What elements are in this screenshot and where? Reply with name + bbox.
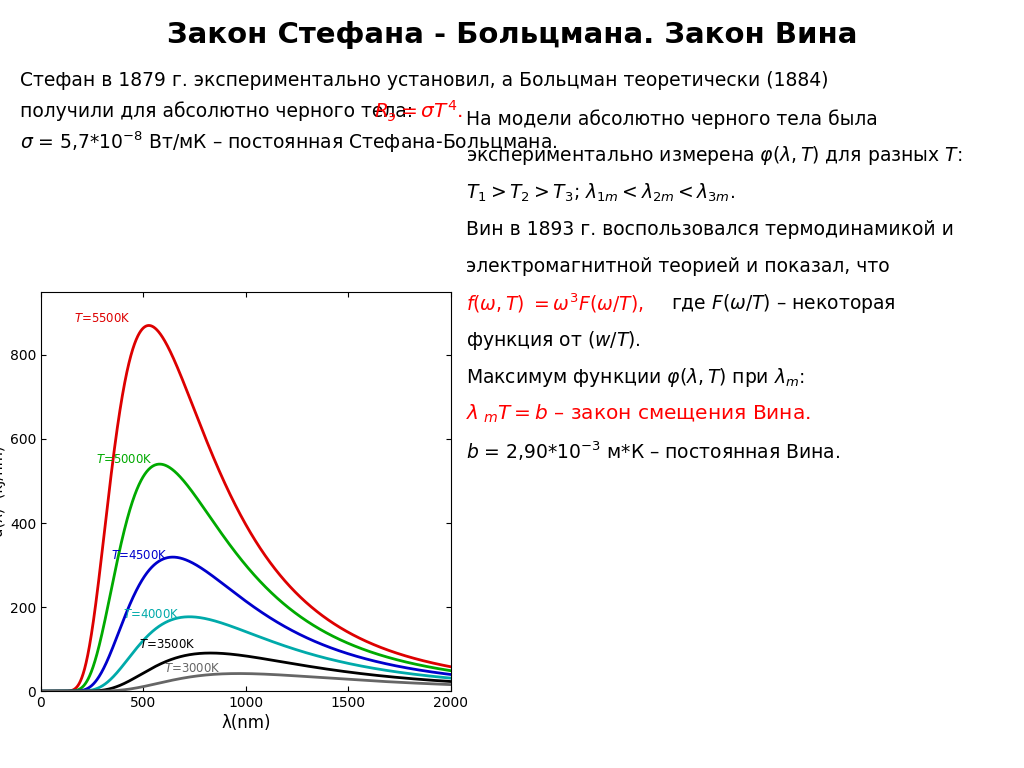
Text: $\it{T}$=3500K: $\it{T}$=3500K (139, 638, 196, 651)
Text: $\it{T}$=3000K: $\it{T}$=3000K (164, 662, 220, 675)
Y-axis label: u(λ)  (kJ/nm): u(λ) (kJ/nm) (0, 445, 5, 538)
Text: $\it{T}$=4000K: $\it{T}$=4000K (123, 607, 179, 621)
Text: $\it{R_э = \sigma T^4}$.: $\it{R_э = \sigma T^4}$. (374, 99, 463, 124)
Text: Стефан в 1879 г. экспериментально установил, а Больцман теоретически (1884): Стефан в 1879 г. экспериментально устано… (20, 71, 829, 90)
Text: получили для абсолютно черного тела:: получили для абсолютно черного тела: (20, 101, 426, 121)
Text: электромагнитной теорией и показал, что: электромагнитной теорией и показал, что (466, 257, 890, 276)
Text: $\it{T}$=5500K: $\it{T}$=5500K (74, 313, 130, 326)
Text: $\it{T}$=5000K: $\it{T}$=5000K (96, 453, 153, 466)
Text: Максимум функции $\varphi(\lambda,T)$ при $\lambda_m$:: Максимум функции $\varphi(\lambda,T)$ пр… (466, 366, 805, 389)
Text: На модели абсолютно черного тела была: На модели абсолютно черного тела была (466, 109, 878, 129)
Text: функция от ($\it{w/T}$).: функция от ($\it{w/T}$). (466, 329, 641, 352)
Text: $\it{f(\omega,T)}$ $=\omega^3\it{F(\omega/T)}$,: $\it{f(\omega,T)}$ $=\omega^3\it{F(\omeg… (466, 292, 643, 315)
Text: Закон Стефана - Больцмана. Закон Вина: Закон Стефана - Больцмана. Закон Вина (167, 21, 857, 48)
Text: где $\it{F(\omega/T)}$ – некоторая: где $\it{F(\omega/T)}$ – некоторая (671, 292, 895, 315)
Text: $\it{T_1 > T_2 > T_3}$; $\it{\lambda_{1m} < \lambda_{2m} < \lambda_{3m}}$.: $\it{T_1 > T_2 > T_3}$; $\it{\lambda_{1m… (466, 181, 735, 204)
Text: экспериментально измерена $\varphi(\lambda,T)$ для разных $\it{T}$:: экспериментально измерена $\varphi(\lamb… (466, 144, 963, 167)
Text: Вин в 1893 г. воспользовался термодинамикой и: Вин в 1893 г. воспользовался термодинами… (466, 220, 953, 239)
X-axis label: λ(nm): λ(nm) (221, 714, 270, 732)
Text: $\it{b}$ = 2,90*10$^{-3}$ м*К – постоянная Вина.: $\it{b}$ = 2,90*10$^{-3}$ м*К – постоянн… (466, 439, 841, 462)
Text: $\it{\sigma}$ = 5,7*10$^{-8}$ Вт/мК – постоянная Стефана-Больцмана.: $\it{\sigma}$ = 5,7*10$^{-8}$ Вт/мК – по… (20, 129, 558, 155)
Text: $\it{\lambda_{\ m}T = b}$ – закон смещения Вина.: $\it{\lambda_{\ m}T = b}$ – закон смещен… (466, 402, 811, 425)
Text: $\it{T}$=4500K: $\it{T}$=4500K (111, 548, 167, 561)
